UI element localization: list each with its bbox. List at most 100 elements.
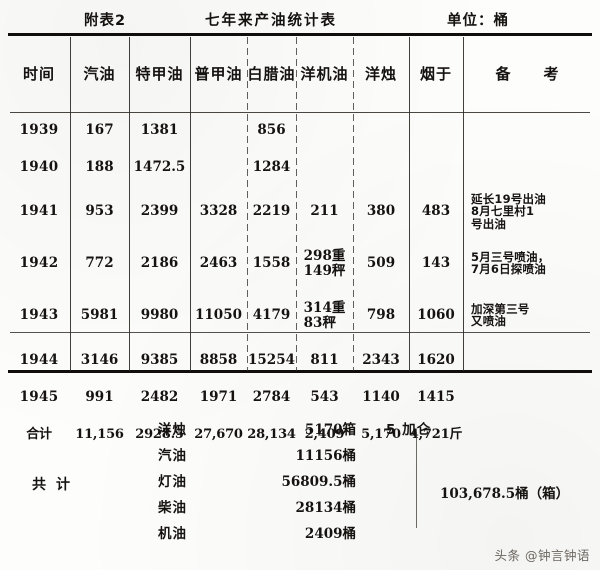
cell-remark: 延长19号出油 8月七里村1 号出油 xyxy=(463,186,592,238)
statistics-table-frame: 时间 汽油 特甲油 普甲油 白腊油 洋机油 洋烛 烟于 备 考 1939 167… xyxy=(8,33,592,441)
cell-white-wax-oil: 2784 xyxy=(252,388,291,405)
table-row: 1941 953 2399 3328 2219 211 380 483 延长19… xyxy=(8,186,592,238)
cell-candle: 2343 xyxy=(362,351,400,368)
cell-total-white-wax-oil: 28,134 xyxy=(247,426,296,442)
cell-candle: 509 xyxy=(366,255,396,272)
cell-machine-oil: 298重 149秤 xyxy=(296,238,353,290)
summary-item: 汽油 11156桶 xyxy=(158,444,431,470)
col-header-white-wax-oil: 白腊油 xyxy=(247,64,296,83)
cell-total-candle: 5,170 xyxy=(361,426,401,442)
summary-item-name: 灯油 xyxy=(158,474,187,490)
remark-line: 加深第三号 xyxy=(471,301,530,316)
cell-candle xyxy=(353,112,409,149)
cell-machine-oil xyxy=(296,149,353,186)
cell-total-tobacco: 4,721斤 xyxy=(409,426,463,442)
cell-special-a-oil: 9980 xyxy=(140,307,179,324)
summary-item: 柴油 28134桶 xyxy=(158,496,431,522)
cell-special-a-oil: 1472.5 xyxy=(133,158,186,175)
cell-special-a-oil: 1381 xyxy=(140,121,179,138)
summary-item-value: 28134桶 xyxy=(295,500,356,516)
cell-remark: 5月三号喷油， 7月6日探喷油 xyxy=(463,238,592,290)
machine-oil-primary: 314重 xyxy=(303,300,346,317)
table-row: 1945 991 2482 1971 2784 543 1140 1415 xyxy=(8,379,592,416)
col-divider-4 xyxy=(247,37,248,371)
cell-remark xyxy=(463,149,592,186)
cell-tobacco xyxy=(409,149,463,186)
table-row: 1940 188 1472.5 1284 xyxy=(8,149,592,186)
cell-machine-oil: 314重 83秤 xyxy=(296,290,353,342)
summary-item-name: 机油 xyxy=(158,526,187,542)
oil-production-table: 时间 汽油 特甲油 普甲油 白腊油 洋机油 洋烛 烟于 备 考 1939 167… xyxy=(8,36,592,454)
col-divider-8 xyxy=(463,37,464,371)
cell-candle: 380 xyxy=(366,203,396,220)
col-divider-6 xyxy=(353,37,354,371)
cell-year: 1942 xyxy=(19,255,59,272)
col-divider-2 xyxy=(129,37,130,371)
cell-total-common-a-oil: 27,670 xyxy=(194,426,243,442)
col-divider-1 xyxy=(70,37,71,371)
cell-gasoline: 5981 xyxy=(80,307,119,324)
summary-item-extra: 5 加仑 xyxy=(386,422,432,438)
remark-line: 又喷油 xyxy=(471,314,507,329)
cell-tobacco: 483 xyxy=(421,203,451,220)
cell-special-a-oil: 9385 xyxy=(140,351,179,368)
remark-line: 延长19号出油 xyxy=(471,191,546,206)
cell-candle xyxy=(353,149,409,186)
table-number: 附表2 xyxy=(84,12,127,29)
col-header-tobacco: 烟于 xyxy=(419,64,452,83)
cell-white-wax-oil: 1284 xyxy=(252,158,291,175)
table-top-rule xyxy=(8,33,592,36)
summary-item-name: 汽油 xyxy=(158,448,187,464)
cell-tobacco xyxy=(409,112,463,149)
cell-machine-oil: 211 xyxy=(310,203,339,220)
cell-candle: 798 xyxy=(366,307,396,324)
machine-oil-primary: 298重 xyxy=(303,248,346,265)
watermark: 头条 @钟言钟语 xyxy=(494,548,590,563)
summary-item: 洋烛 5170箱 5 加仑 xyxy=(158,418,431,444)
cell-year: 1945 xyxy=(19,388,59,405)
cell-common-a-oil: 3328 xyxy=(199,203,238,220)
summary-item: 灯油 56809.5桶 xyxy=(158,470,431,496)
col-header-time: 时间 xyxy=(22,64,55,83)
summary-item-value: 5170箱 xyxy=(304,422,356,438)
total-rule xyxy=(10,332,590,333)
header-rule xyxy=(10,112,590,113)
summary-block: 共计 洋烛 5170箱 5 加仑 汽油 11156桶 灯油 56809.5桶 柴… xyxy=(8,412,592,562)
cell-total-label: 合计 xyxy=(26,426,52,442)
cell-machine-oil: 543 xyxy=(310,388,339,405)
cell-tobacco: 143 xyxy=(421,255,451,272)
page-title: 七年来产油统计表 xyxy=(205,12,337,29)
cell-machine-oil: 811 xyxy=(310,351,339,368)
cell-total-machine-oil: 2,409 xyxy=(304,426,345,442)
cell-gasoline: 188 xyxy=(85,158,114,175)
cell-common-a-oil xyxy=(190,149,247,186)
remark-line: 5月三号喷油， xyxy=(471,249,550,264)
summary-label: 共计 xyxy=(32,477,80,493)
cell-remark xyxy=(463,379,592,416)
cell-total-gasoline: 11,156 xyxy=(75,426,124,442)
col-header-machine-oil: 洋机油 xyxy=(300,64,349,83)
cell-remark: 加深第三号 又喷油 xyxy=(463,290,592,342)
cell-special-a-oil: 2186 xyxy=(140,255,179,272)
cell-gasoline: 953 xyxy=(85,203,114,220)
cell-white-wax-oil: 2219 xyxy=(252,203,291,220)
cell-year: 1940 xyxy=(19,158,59,175)
summary-brace xyxy=(416,432,417,528)
summary-item-value: 56809.5桶 xyxy=(281,474,356,490)
unit-note: 单位：桶 xyxy=(447,12,509,29)
remark-line: 7月6日探喷油 xyxy=(471,262,546,277)
summary-item-value: 11156桶 xyxy=(295,448,356,464)
cell-candle: 1140 xyxy=(362,388,400,405)
col-header-candle: 洋烛 xyxy=(364,64,397,83)
cell-total-special-a-oil: 2928.5 xyxy=(135,426,184,442)
cell-year: 1944 xyxy=(19,351,59,368)
col-divider-3 xyxy=(190,37,191,371)
summary-item-value: 2409桶 xyxy=(304,526,356,542)
table-row: 1939 167 1381 856 xyxy=(8,112,592,149)
col-divider-7 xyxy=(409,37,410,371)
col-header-gasoline: 汽油 xyxy=(83,64,116,83)
summary-list: 洋烛 5170箱 5 加仑 汽油 11156桶 灯油 56809.5桶 柴油 2… xyxy=(158,418,431,548)
cell-common-a-oil xyxy=(190,112,247,149)
remark-line: 号出油 xyxy=(471,216,507,231)
